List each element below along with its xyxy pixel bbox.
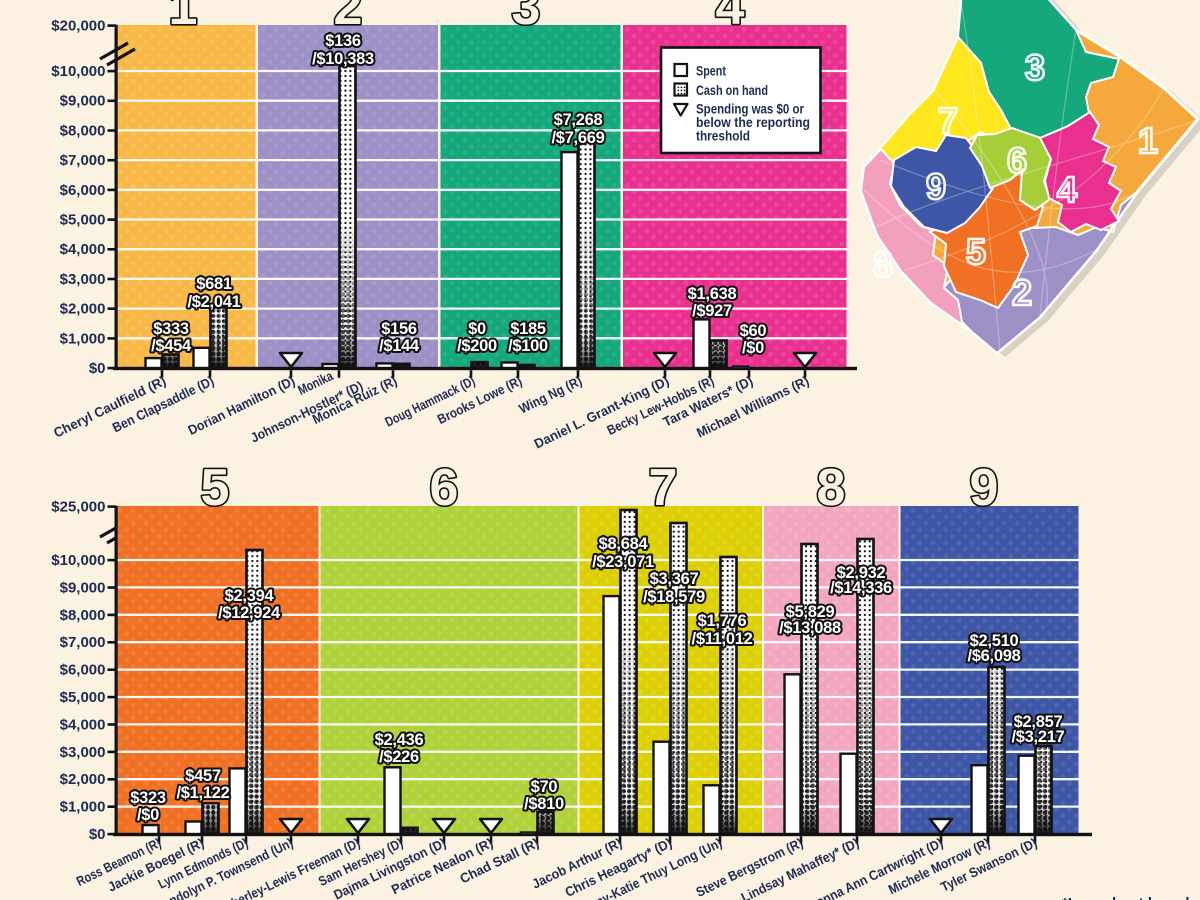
svg-text:$1,000: $1,000 bbox=[60, 799, 106, 816]
svg-text:$2,857: $2,857 bbox=[1014, 713, 1063, 731]
svg-text:$2,000: $2,000 bbox=[60, 301, 106, 318]
svg-text:$5,000: $5,000 bbox=[60, 212, 106, 229]
svg-text:/$6,098: /$6,098 bbox=[968, 647, 1021, 665]
svg-text:4: 4 bbox=[1057, 169, 1077, 210]
svg-text:/$11,012: /$11,012 bbox=[692, 630, 753, 648]
svg-text:$6,000: $6,000 bbox=[60, 182, 106, 199]
svg-text:/$7,669: /$7,669 bbox=[552, 129, 605, 147]
svg-text:3: 3 bbox=[1025, 47, 1045, 88]
svg-text:$185: $185 bbox=[510, 320, 546, 338]
svg-text:Spending was $0 or: Spending was $0 or bbox=[696, 102, 805, 117]
svg-text:$8,684: $8,684 bbox=[599, 535, 649, 553]
svg-text:$8,000: $8,000 bbox=[60, 122, 106, 139]
svg-text:1: 1 bbox=[169, 0, 198, 36]
svg-text:$7,000: $7,000 bbox=[60, 634, 106, 651]
svg-text:$10,000: $10,000 bbox=[51, 552, 105, 569]
svg-text:$7,000: $7,000 bbox=[60, 152, 106, 169]
svg-text:/$100: /$100 bbox=[508, 337, 548, 355]
svg-text:3: 3 bbox=[512, 0, 541, 36]
svg-text:$10,000: $10,000 bbox=[51, 63, 105, 80]
svg-text:$9,000: $9,000 bbox=[60, 579, 106, 596]
svg-text:/$12,924: /$12,924 bbox=[218, 604, 281, 622]
svg-text:$25,000: $25,000 bbox=[51, 499, 105, 516]
svg-text:/$0: /$0 bbox=[742, 339, 764, 357]
svg-text:below the reporting: below the reporting bbox=[696, 115, 810, 130]
svg-text:/$0: /$0 bbox=[137, 806, 159, 824]
svg-text:$156: $156 bbox=[381, 320, 417, 338]
svg-text:5: 5 bbox=[201, 459, 230, 517]
svg-text:$6,000: $6,000 bbox=[60, 662, 106, 679]
svg-text:Cash on hand: Cash on hand bbox=[696, 83, 768, 98]
svg-text:6: 6 bbox=[430, 459, 459, 517]
svg-text:$2,510: $2,510 bbox=[970, 632, 1019, 650]
svg-text:$1,776: $1,776 bbox=[698, 612, 747, 630]
svg-text:/$18,579: /$18,579 bbox=[643, 588, 705, 606]
svg-text:$3,000: $3,000 bbox=[60, 271, 106, 288]
svg-text:/$14,336: /$14,336 bbox=[830, 579, 892, 597]
svg-text:$2,932: $2,932 bbox=[837, 564, 886, 582]
svg-text:/$3,217: /$3,217 bbox=[1012, 728, 1065, 746]
svg-text:$0: $0 bbox=[89, 826, 106, 843]
svg-text:/$144: /$144 bbox=[379, 337, 420, 355]
svg-text:$7,268: $7,268 bbox=[554, 111, 603, 129]
svg-text:Spent: Spent bbox=[696, 64, 726, 79]
svg-text:$1,000: $1,000 bbox=[60, 330, 106, 347]
svg-text:4: 4 bbox=[716, 0, 745, 36]
svg-text:$2,436: $2,436 bbox=[375, 731, 424, 749]
svg-text:$5,000: $5,000 bbox=[60, 689, 106, 706]
svg-text:$333: $333 bbox=[153, 320, 189, 338]
svg-text:1: 1 bbox=[1138, 120, 1158, 161]
svg-text:6: 6 bbox=[1007, 140, 1027, 181]
svg-text:$4,000: $4,000 bbox=[60, 241, 106, 258]
svg-text:$8,000: $8,000 bbox=[60, 607, 106, 624]
svg-text:$60: $60 bbox=[740, 322, 767, 340]
svg-text:/$10,383: /$10,383 bbox=[312, 50, 374, 68]
svg-text:$20,000: $20,000 bbox=[51, 18, 105, 35]
svg-text:2: 2 bbox=[334, 0, 363, 36]
svg-text:/$454: /$454 bbox=[151, 337, 192, 355]
svg-text:/$810: /$810 bbox=[524, 795, 564, 813]
svg-text:$2,394: $2,394 bbox=[225, 587, 275, 605]
svg-text:9: 9 bbox=[926, 166, 946, 207]
svg-text:$70: $70 bbox=[531, 778, 558, 796]
svg-text:9: 9 bbox=[970, 459, 999, 517]
svg-text:$681: $681 bbox=[196, 275, 232, 293]
svg-text:$9,000: $9,000 bbox=[60, 93, 106, 110]
svg-text:/$1,122: /$1,122 bbox=[177, 784, 230, 802]
svg-text:7: 7 bbox=[649, 459, 678, 517]
svg-text:$2,000: $2,000 bbox=[60, 771, 106, 788]
svg-text:$3,367: $3,367 bbox=[650, 570, 699, 588]
svg-text:8: 8 bbox=[817, 459, 846, 517]
svg-text:*Incumbent board member: *Incumbent board member bbox=[1062, 895, 1200, 900]
svg-text:$323: $323 bbox=[130, 789, 166, 807]
svg-text:$136: $136 bbox=[325, 32, 361, 50]
svg-text:/$226: /$226 bbox=[379, 748, 419, 766]
svg-text:$457: $457 bbox=[185, 767, 221, 785]
svg-text:$5,829: $5,829 bbox=[786, 603, 835, 621]
svg-text:/$200: /$200 bbox=[457, 337, 497, 355]
svg-text:/$13,088: /$13,088 bbox=[779, 619, 841, 637]
svg-text:7: 7 bbox=[938, 100, 958, 141]
svg-text:$1,638: $1,638 bbox=[688, 285, 737, 303]
svg-text:$0: $0 bbox=[89, 360, 106, 377]
svg-text:5: 5 bbox=[966, 231, 986, 272]
svg-text:$4,000: $4,000 bbox=[60, 716, 106, 733]
svg-text:$0: $0 bbox=[468, 320, 486, 338]
svg-text:/$23,071: /$23,071 bbox=[592, 553, 654, 571]
svg-text:threshold: threshold bbox=[696, 129, 750, 144]
svg-text:8: 8 bbox=[873, 244, 893, 285]
svg-text:2: 2 bbox=[1012, 272, 1032, 313]
svg-text:/$2,041: /$2,041 bbox=[188, 293, 241, 311]
svg-text:/$927: /$927 bbox=[692, 302, 732, 320]
svg-text:$3,000: $3,000 bbox=[60, 744, 106, 761]
